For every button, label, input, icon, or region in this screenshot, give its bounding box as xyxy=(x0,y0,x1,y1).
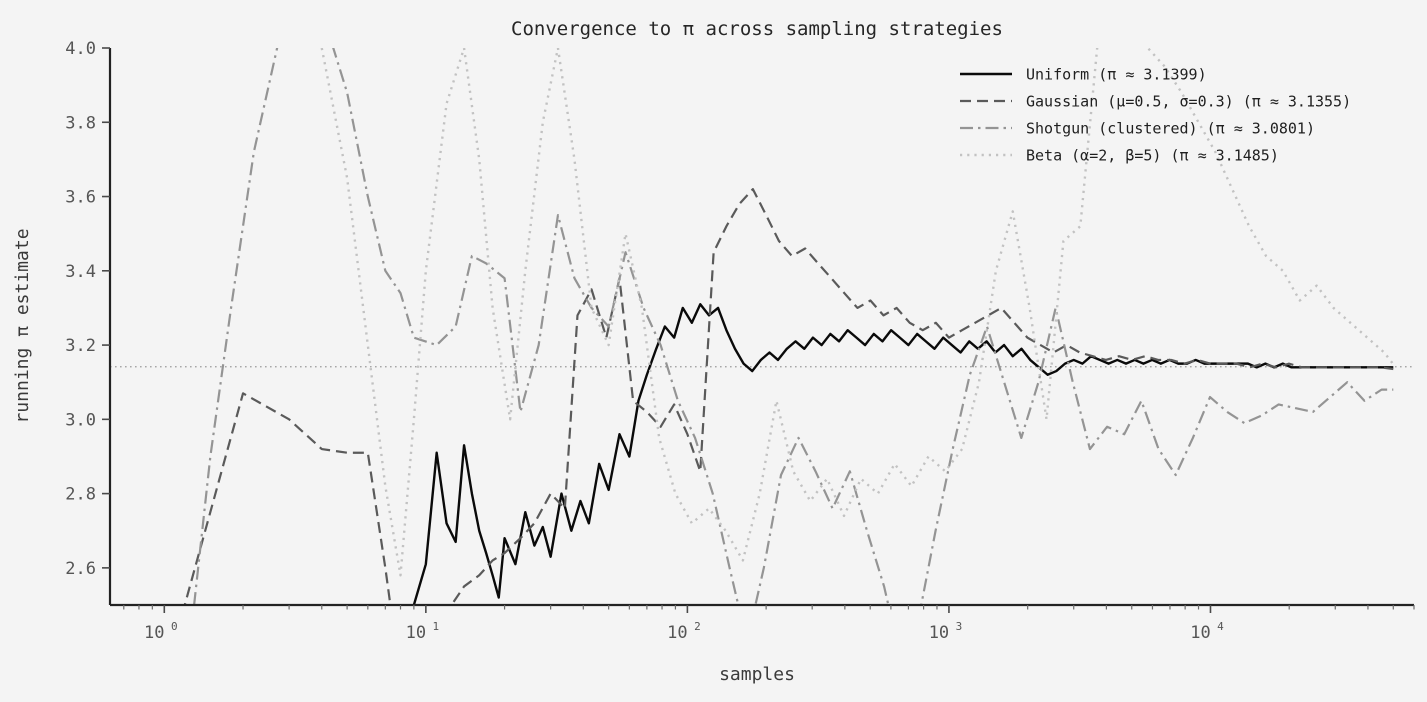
plot-background xyxy=(110,48,1414,605)
x-axis-label: samples xyxy=(719,664,795,685)
y-tick-label: 3.2 xyxy=(65,336,96,356)
x-tick-label: 10 0 xyxy=(144,620,178,643)
y-tick-label: 3.4 xyxy=(65,262,96,282)
x-tick-label: 10 2 xyxy=(667,620,701,643)
y-axis-ticks: 2.6 2.8 3.0 3.2 3.4 3.6 3.8 4.0 xyxy=(65,39,110,579)
axis-spines xyxy=(108,48,1414,607)
series-lines xyxy=(183,48,1395,605)
svg-text:4: 4 xyxy=(1217,620,1224,633)
legend-label-uniform: Uniform (π ≈ 3.1399) xyxy=(1026,66,1207,84)
y-tick-label: 2.8 xyxy=(65,485,96,505)
legend-label-beta: Beta (α=2, β=5) (π ≈ 3.1485) xyxy=(1026,147,1279,165)
series-line-gaussian xyxy=(183,188,1394,605)
x-axis-ticks: 10 0 10 1 10 2 10 3 10 4 xyxy=(123,605,1415,643)
svg-text:10: 10 xyxy=(929,623,949,643)
plot-area: 10 0 10 1 10 2 10 3 10 4 2.6 2.8 3.0 3.2 3.4 3.6 3.8 4.0 xyxy=(65,39,1415,643)
chart-title: Convergence to π across sampling strateg… xyxy=(511,18,1003,40)
y-axis-label: running π estimate xyxy=(12,228,33,423)
svg-text:10: 10 xyxy=(667,623,687,643)
svg-text:0: 0 xyxy=(171,620,178,633)
svg-text:10: 10 xyxy=(406,623,426,643)
x-tick-label: 10 1 xyxy=(406,620,440,643)
svg-text:1: 1 xyxy=(433,620,440,633)
legend-entry-uniform[interactable]: Uniform (π ≈ 3.1399) xyxy=(960,66,1207,84)
svg-text:10: 10 xyxy=(1190,623,1210,643)
y-tick-label: 4.0 xyxy=(65,39,96,59)
chart-legend[interactable]: Uniform (π ≈ 3.1399) Gaussian (μ=0.5, σ=0… xyxy=(960,66,1351,165)
legend-label-shotgun: Shotgun (clustered) (π ≈ 3.0801) xyxy=(1026,120,1315,138)
svg-text:10: 10 xyxy=(144,623,164,643)
x-tick-label: 10 3 xyxy=(929,620,963,643)
legend-entry-shotgun[interactable]: Shotgun (clustered) (π ≈ 3.0801) xyxy=(960,120,1315,138)
y-tick-label: 3.8 xyxy=(65,113,96,133)
series-line-beta xyxy=(320,48,1395,577)
y-tick-label: 2.6 xyxy=(65,559,96,579)
legend-entry-beta[interactable]: Beta (α=2, β=5) (π ≈ 3.1485) xyxy=(960,147,1279,165)
y-tick-label: 3.0 xyxy=(65,410,96,430)
series-line-uniform xyxy=(412,303,1394,605)
series-line-shotgun xyxy=(193,48,1394,605)
svg-text:3: 3 xyxy=(956,620,963,633)
x-tick-label: 10 4 xyxy=(1190,620,1224,643)
y-tick-label: 3.6 xyxy=(65,188,96,208)
svg-text:2: 2 xyxy=(694,620,701,633)
legend-label-gaussian: Gaussian (μ=0.5, σ=0.3) (π ≈ 3.1355) xyxy=(1026,93,1351,111)
legend-entry-gaussian[interactable]: Gaussian (μ=0.5, σ=0.3) (π ≈ 3.1355) xyxy=(960,93,1351,111)
